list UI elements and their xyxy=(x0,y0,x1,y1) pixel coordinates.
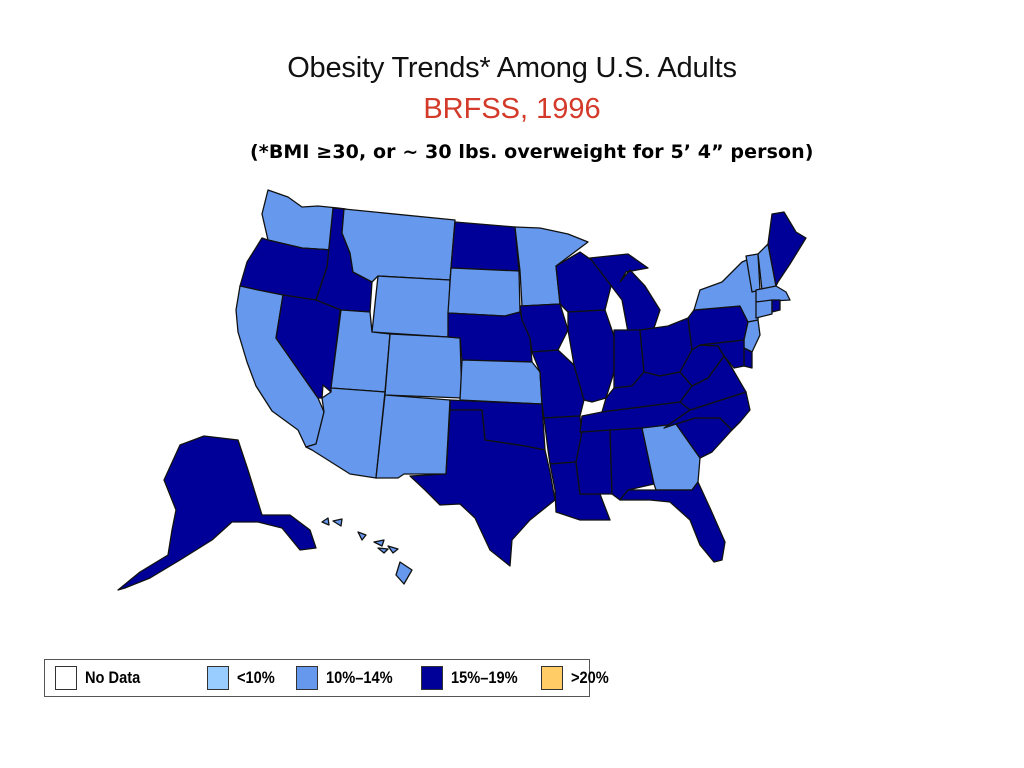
state-ri xyxy=(771,299,781,313)
state-mt xyxy=(341,208,456,283)
state-fl xyxy=(619,481,726,563)
legend-swatch xyxy=(55,666,77,690)
state-ma xyxy=(755,285,791,303)
legend-swatch xyxy=(541,666,563,690)
legend-label: >20% xyxy=(571,668,609,687)
state-il xyxy=(567,309,615,403)
legend-swatch xyxy=(296,666,318,690)
state-wy xyxy=(371,275,451,338)
state-md xyxy=(699,339,745,369)
state-tx xyxy=(409,409,556,567)
state-ks xyxy=(459,359,543,405)
state-nm xyxy=(375,394,451,479)
state-me xyxy=(767,211,807,287)
map-legend: No Data <10% 10%–14% 15%–19% >20% xyxy=(44,659,609,697)
legend-label: 15%–19% xyxy=(451,668,518,687)
state-hi xyxy=(321,517,413,585)
legend-label: 10%–14% xyxy=(326,668,393,687)
state-ct xyxy=(755,299,773,319)
legend-label: <10% xyxy=(237,668,275,687)
bmi-footnote: (*BMI ≥30, or ~ 30 lbs. overweight for 5… xyxy=(250,141,814,163)
chart-title: Obesity Trends* Among U.S. Adults xyxy=(287,52,737,84)
legend-swatch xyxy=(207,666,229,690)
state-de xyxy=(743,347,753,369)
chart-subtitle: BRFSS, 1996 xyxy=(423,93,601,125)
state-ar xyxy=(543,415,583,465)
legend-label: No Data xyxy=(85,668,141,687)
state-ms xyxy=(575,429,613,495)
state-sd xyxy=(447,267,521,317)
state-ak xyxy=(117,435,317,591)
state-co xyxy=(384,333,463,399)
state-mi xyxy=(589,253,661,333)
legend-swatch xyxy=(421,666,443,690)
state-nd xyxy=(450,221,520,272)
